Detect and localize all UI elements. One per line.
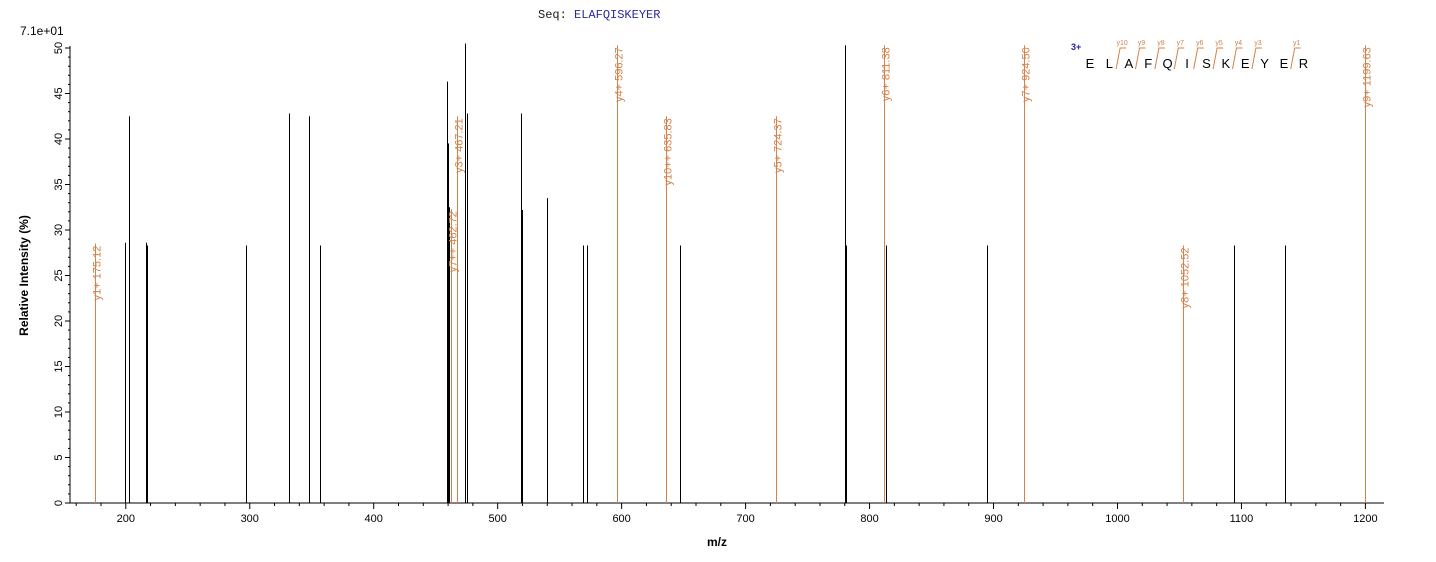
y-tick-label: 10 [53, 406, 65, 418]
peak-annotation: y4+ 596.27 [614, 47, 626, 102]
sequence-residue: E [1241, 56, 1250, 71]
x-tick-label: 600 [612, 513, 630, 525]
x-tick-label: 800 [860, 513, 878, 525]
y-ion-break-marker [1212, 47, 1224, 70]
peak-annotation: y8+ 1052.52 [1180, 247, 1192, 308]
sequence-residue: R [1299, 56, 1308, 71]
peak-annotation: y5+ 724.37 [773, 118, 785, 173]
sequence-residue: Q [1163, 56, 1173, 71]
y-tick-label: 25 [53, 269, 65, 281]
y-ion-label: y8 [1157, 40, 1165, 47]
x-tick-label: 300 [241, 513, 259, 525]
y-ion-label: y7 [1177, 40, 1185, 47]
y-ion-label: y5 [1215, 40, 1223, 47]
y-tick-label: 5 [53, 454, 65, 460]
sequence-header: Seq: ELAFQISKEYER [538, 8, 660, 22]
y-ion-label: y9 [1138, 40, 1146, 47]
x-tick-label: 900 [984, 513, 1002, 525]
y-tick-label: 50 [53, 42, 65, 54]
sequence-residue: E [1086, 56, 1095, 71]
y-tick-label: 40 [53, 133, 65, 145]
sequence-residue: E [1280, 56, 1289, 71]
y-ion-label: y1 [1293, 40, 1301, 47]
y-ion-break-marker [1251, 47, 1262, 70]
y-ion-break-marker [1154, 47, 1165, 70]
x-axis-title: m/z [707, 535, 727, 549]
intensity-scale-label: 7.1e+01 [20, 24, 64, 38]
sequence-residue: S [1202, 56, 1211, 71]
peak-annotation: y6+ 811.38 [881, 47, 893, 101]
peak-annotation: y10++ 635.83 [663, 118, 675, 185]
sequence-residue: Y [1260, 56, 1269, 71]
peak-annotation: y1+ 175.12 [92, 246, 104, 301]
y-ion-label: y4 [1235, 40, 1243, 47]
y-tick-label: 45 [53, 87, 65, 99]
sequence-residue: K [1221, 56, 1230, 71]
x-tick-label: 500 [488, 513, 506, 525]
sequence-residue: F [1144, 56, 1152, 71]
y-tick-label: 0 [53, 500, 65, 506]
y-tick-label: 15 [53, 360, 65, 372]
x-tick-label: 700 [736, 513, 754, 525]
y-ion-break-marker [1173, 47, 1185, 70]
y-ion-label: y3 [1254, 40, 1262, 47]
sequence-residue: A [1124, 56, 1133, 71]
charge-state: 3+ [1071, 42, 1081, 52]
sequence-residue: L [1106, 56, 1113, 71]
y-tick-label: 30 [53, 224, 65, 236]
y-ion-break-marker [1290, 47, 1301, 70]
y-axis-title: Relative Intensity (%) [17, 215, 31, 336]
y-ion-break-marker [1193, 47, 1204, 70]
y-ion-label: y6 [1196, 40, 1204, 47]
x-tick-label: 400 [365, 513, 383, 525]
sequence-value: ELAFQISKEYER [574, 8, 661, 22]
peak-annotation: y7++ 462.72 [448, 211, 460, 272]
peak-annotation: y3+ 467.21 [454, 118, 466, 173]
y-ion-break-marker [1115, 47, 1127, 70]
y-tick-label: 35 [53, 178, 65, 190]
x-tick-label: 1100 [1230, 513, 1254, 525]
y-ion-label: y10 [1116, 40, 1127, 47]
x-tick-label: 1000 [1105, 513, 1129, 525]
sequence-residue: I [1185, 56, 1189, 71]
y-tick-label: 20 [53, 315, 65, 327]
peak-annotation: y7+ 924.50 [1021, 47, 1033, 102]
peak-annotation: y9+ 1199.63 [1362, 47, 1374, 107]
sequence-prefix: Seq: [538, 8, 567, 22]
y-ion-break-marker [1232, 47, 1243, 70]
x-tick-label: 1200 [1353, 513, 1377, 525]
y-ion-break-marker [1135, 47, 1146, 70]
x-tick-label: 200 [117, 513, 135, 525]
